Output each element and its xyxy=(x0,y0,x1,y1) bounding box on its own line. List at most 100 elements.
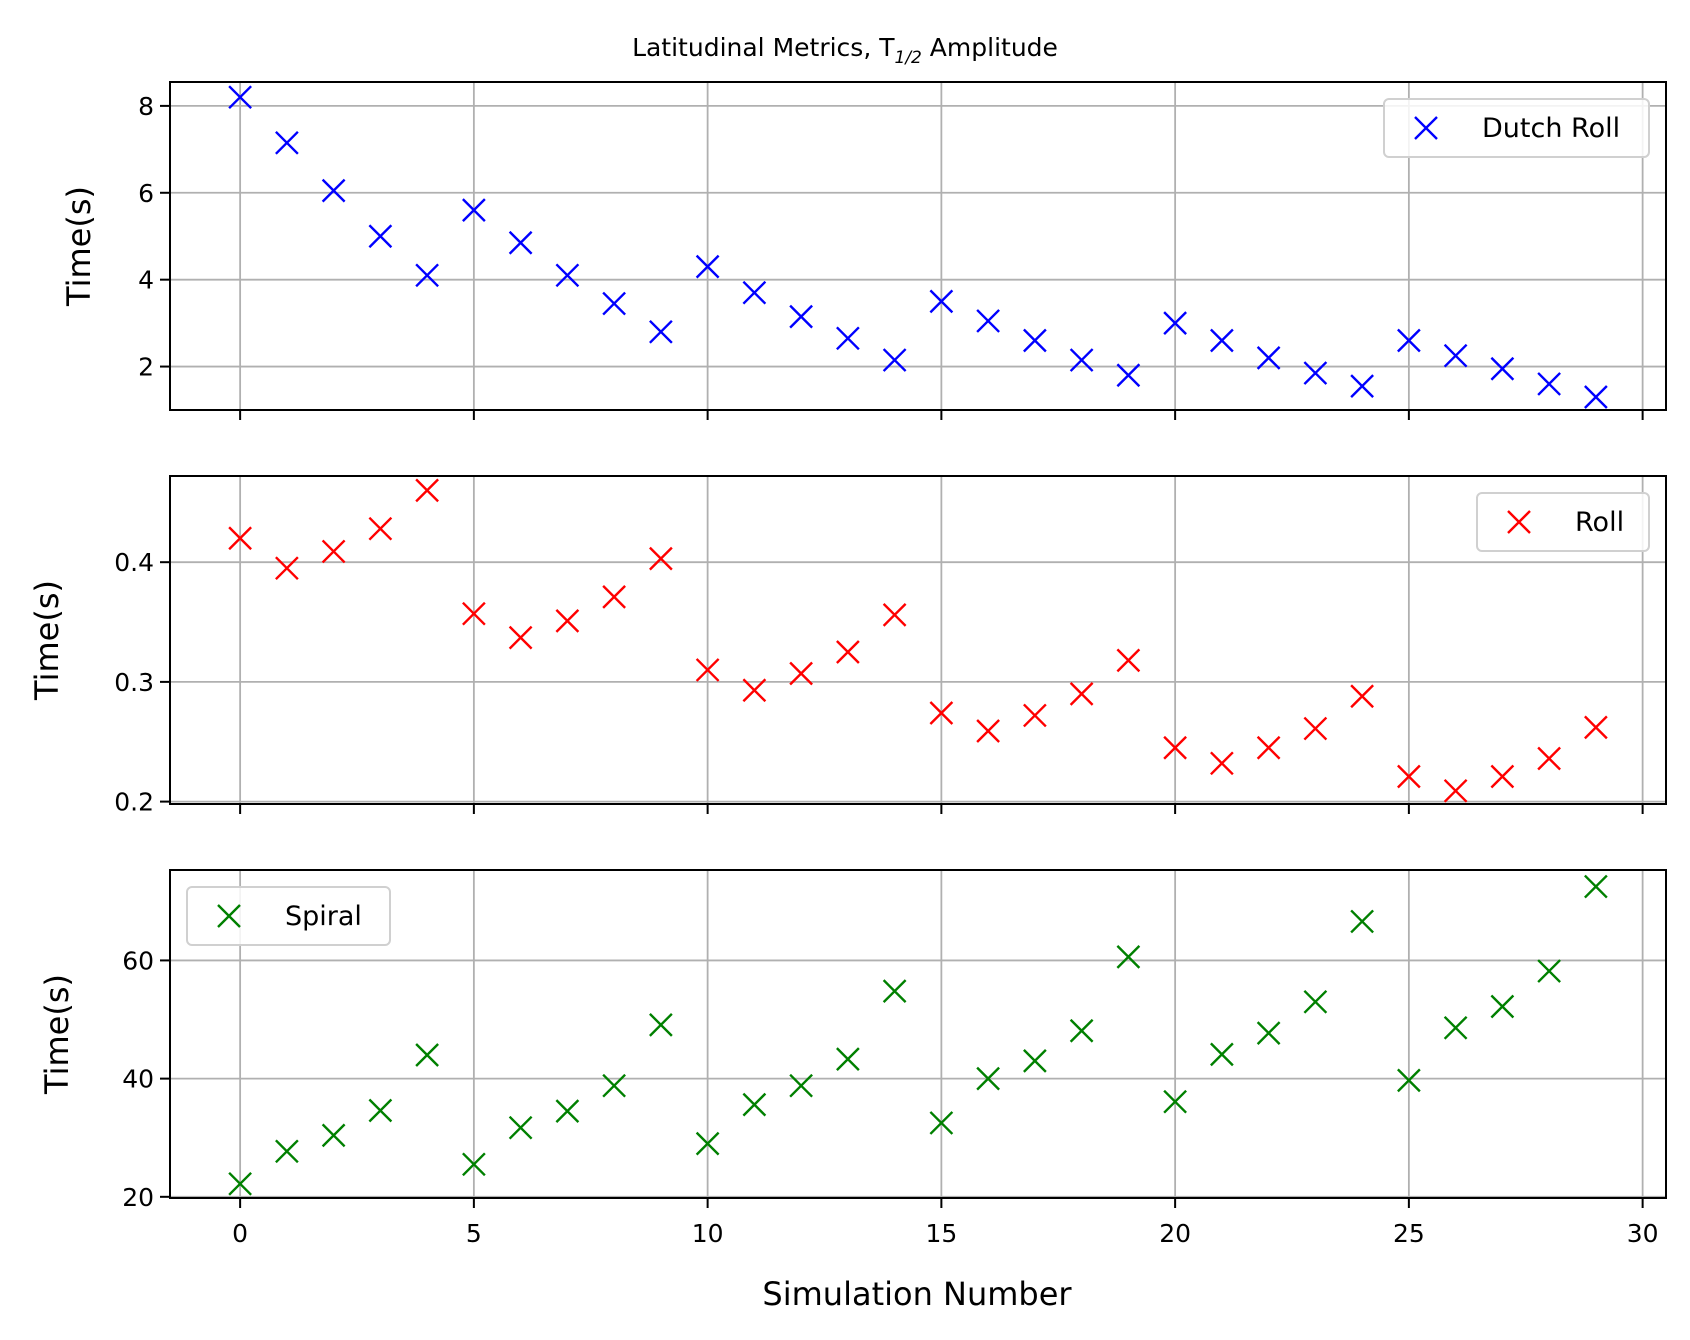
data-point xyxy=(695,254,720,279)
y-tick-label: 40 xyxy=(122,1065,154,1094)
data-point xyxy=(929,701,954,725)
data-point xyxy=(882,348,907,372)
data-point xyxy=(929,1111,954,1135)
plot-area xyxy=(170,870,1666,1198)
data-point xyxy=(602,291,626,316)
legend: Roll xyxy=(1476,492,1650,552)
data-point xyxy=(555,263,580,288)
y-axis-label: Time(s) xyxy=(38,974,76,1095)
data-point xyxy=(649,319,673,344)
legend-marker-icon xyxy=(217,904,241,928)
data-point xyxy=(976,719,1000,743)
plot-area xyxy=(170,476,1666,804)
data-point xyxy=(415,263,439,288)
data-point xyxy=(321,539,346,564)
data-point xyxy=(649,1012,673,1037)
data-point xyxy=(1584,874,1608,899)
x-tick-label: 20 xyxy=(1159,1219,1191,1248)
y-tick-label: 0.2 xyxy=(114,788,154,817)
data-point xyxy=(1303,716,1328,741)
data-point xyxy=(462,198,486,223)
data-point xyxy=(1023,328,1047,353)
data-point xyxy=(1303,361,1328,385)
data-point xyxy=(1116,648,1141,673)
data-point xyxy=(1350,374,1374,398)
subplot-3: 0 5 10 15 20 25 30 20 40 60 Time(s) Spiral xyxy=(38,869,1667,1248)
data-point xyxy=(1069,682,1094,706)
y-tick-label: 8 xyxy=(138,92,154,121)
legend-label: Roll xyxy=(1575,507,1624,538)
data-point xyxy=(649,546,673,571)
data-point xyxy=(275,130,299,155)
data-point xyxy=(1350,684,1374,709)
data-point xyxy=(929,289,954,314)
series-spiral xyxy=(228,874,1608,1196)
legend-box xyxy=(1383,98,1650,158)
data-point xyxy=(789,1073,813,1098)
x-tick-label: 10 xyxy=(692,1219,724,1248)
data-point xyxy=(1443,778,1468,803)
data-point xyxy=(1490,356,1515,381)
subplots: 2 4 6 8 Time(s) Dutch Roll 0.2 0.3 0.4 Time(s) Rol… xyxy=(28,81,1667,1248)
legend-marker-icon xyxy=(1507,510,1531,534)
legend-marker-icon xyxy=(1414,116,1438,140)
x-tick-label: 15 xyxy=(925,1219,957,1248)
data-point xyxy=(555,608,580,633)
data-point xyxy=(742,678,767,703)
data-point xyxy=(415,478,439,503)
data-point xyxy=(836,640,860,664)
data-point xyxy=(228,526,252,551)
data-point xyxy=(275,1139,299,1164)
data-point xyxy=(555,1099,580,1123)
data-point xyxy=(1584,715,1608,740)
y-axis-label: Time(s) xyxy=(60,186,98,307)
data-point xyxy=(321,178,346,203)
y-tick-label: 0.4 xyxy=(114,548,154,577)
subplot-2: 0.2 0.3 0.4 Time(s) Roll xyxy=(28,475,1667,817)
plot-frame xyxy=(169,869,1667,1199)
data-point xyxy=(1537,959,1561,983)
data-point xyxy=(1210,751,1234,776)
data-point xyxy=(602,585,626,609)
plot-frame xyxy=(169,81,1667,411)
legend-box xyxy=(186,886,391,946)
data-point xyxy=(1256,735,1281,760)
data-point xyxy=(695,658,720,682)
legend-label: Spiral xyxy=(285,901,362,932)
data-point xyxy=(1303,989,1328,1014)
data-point xyxy=(836,1047,860,1071)
x-tick-label: 30 xyxy=(1627,1219,1659,1248)
x-tick-label: 25 xyxy=(1393,1219,1425,1248)
data-point xyxy=(368,1098,393,1123)
data-point xyxy=(1350,909,1374,934)
data-point xyxy=(1537,372,1561,396)
x-tick-label: 0 xyxy=(232,1219,248,1248)
y-tick-label: 0.3 xyxy=(114,668,154,697)
data-point xyxy=(508,230,533,255)
data-point xyxy=(1210,328,1234,353)
data-point xyxy=(1256,346,1281,370)
data-point xyxy=(1069,1018,1094,1043)
data-point xyxy=(1163,311,1187,335)
data-point xyxy=(228,1171,252,1196)
data-point xyxy=(228,85,252,110)
legend-box xyxy=(1476,492,1650,552)
y-tick-label: 4 xyxy=(138,266,154,295)
data-point xyxy=(1397,328,1421,353)
data-point xyxy=(602,1073,626,1098)
data-point xyxy=(1397,764,1421,789)
data-point xyxy=(1210,1042,1234,1067)
data-point xyxy=(1116,945,1141,969)
data-point xyxy=(508,625,533,650)
data-point xyxy=(1256,1021,1281,1045)
data-point xyxy=(462,601,486,626)
data-point xyxy=(1163,735,1187,760)
data-point xyxy=(789,304,813,329)
data-point xyxy=(1490,764,1515,789)
legend-label: Dutch Roll xyxy=(1482,113,1620,144)
legend: Dutch Roll xyxy=(1383,98,1650,158)
data-point xyxy=(1069,348,1094,372)
legend: Spiral xyxy=(186,886,391,946)
data-point xyxy=(742,1092,767,1117)
